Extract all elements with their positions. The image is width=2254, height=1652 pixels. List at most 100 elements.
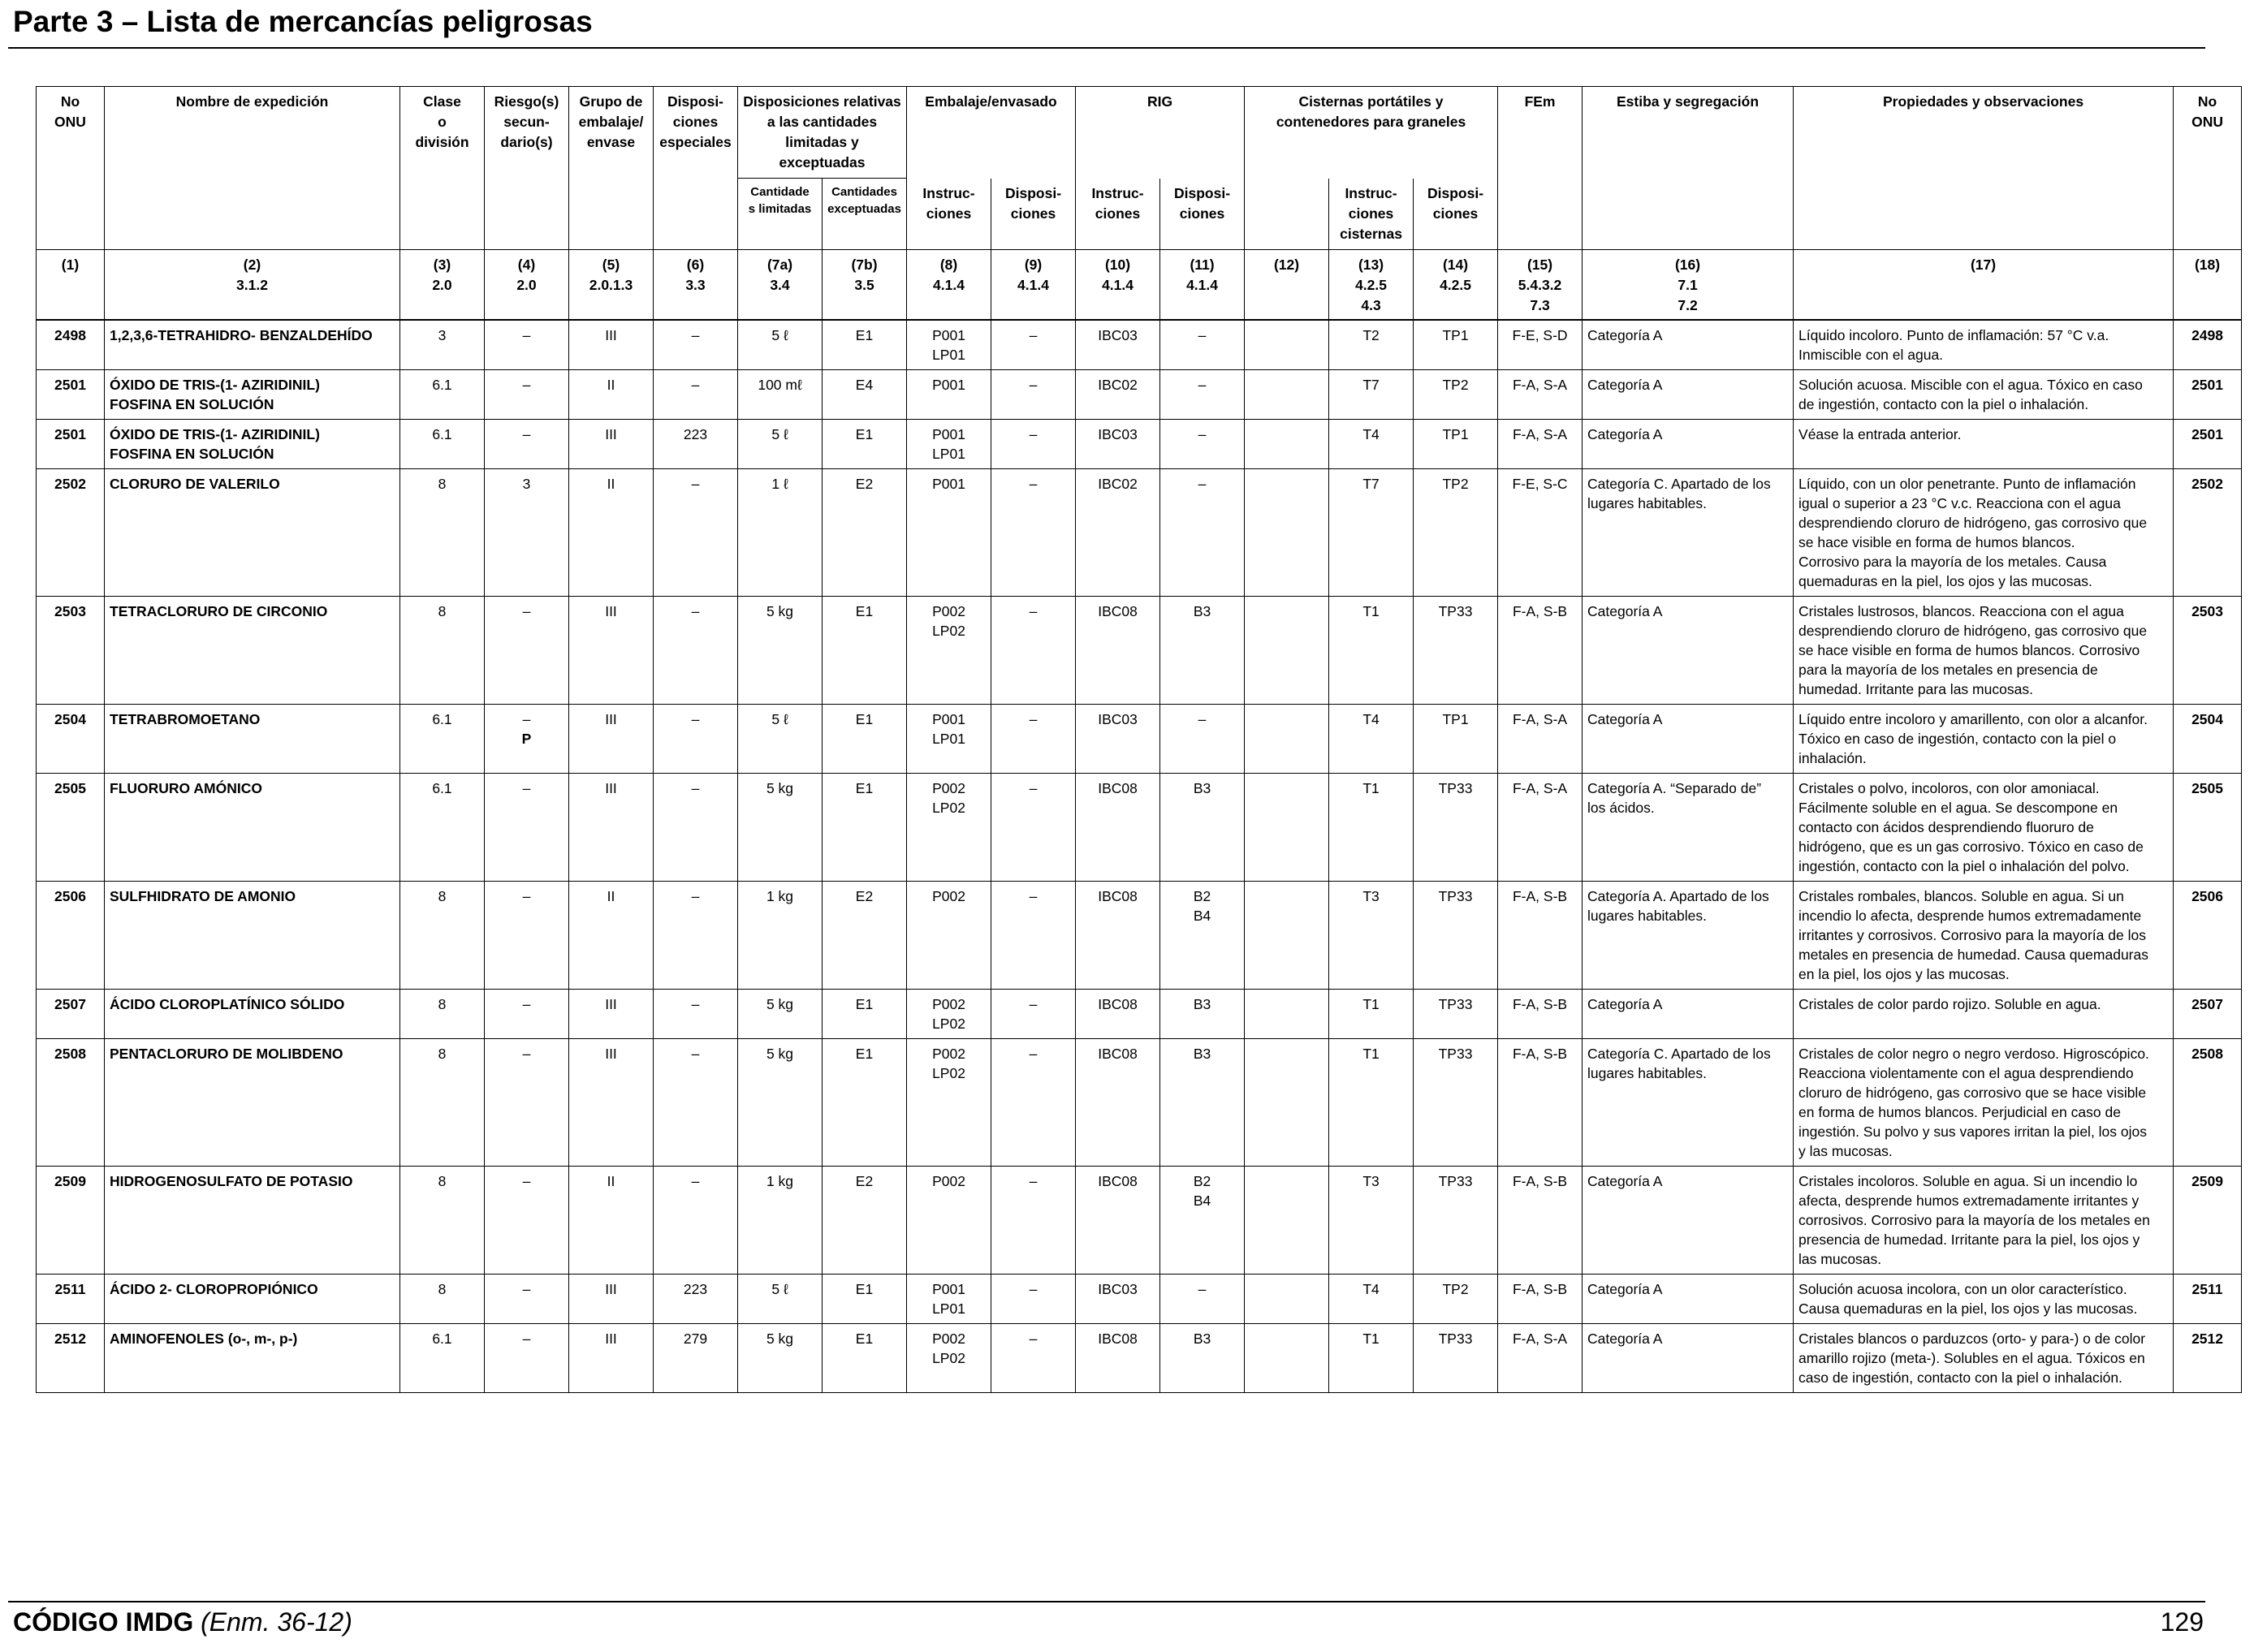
text-line: B3 [1193, 1330, 1211, 1347]
text-line: FOSFINA EN SOLUCIÓN [110, 395, 274, 412]
text-line: – [522, 887, 531, 904]
cell-packing-group: III [568, 418, 654, 469]
cell-bulk-cell [1244, 1273, 1330, 1324]
cell-subsidiary-risk: – [484, 1165, 569, 1275]
cell-ibc-provision: B3 [1159, 595, 1246, 705]
cell-tank-provision: TP33 [1413, 1165, 1499, 1275]
text-line: P001 [932, 425, 965, 442]
cell-class: 8 [399, 1165, 485, 1275]
cell-tank-instruction: T1 [1328, 595, 1414, 705]
cell-properties: Cristales incoloros. Soluble en agua. Si… [1793, 1165, 2174, 1275]
cell-subsidiary-risk: – [484, 1037, 569, 1167]
cell-subsidiary-risk: – [484, 1322, 569, 1393]
cell-un-number-right: 2498 [2173, 319, 2243, 370]
cell-packing-instruction: P001 LP01 [906, 1273, 992, 1324]
text-line: Disposi- [1427, 184, 1484, 201]
cell-stowage: Categoría A. Apartado de los lugares habi… [1582, 880, 1794, 990]
text-line: – [522, 425, 531, 442]
cell-packing-instruction: P002 [906, 880, 992, 990]
text-line: LP01 [932, 445, 965, 462]
text-line: ONU [54, 114, 86, 130]
text-line: LP02 [932, 1349, 965, 1366]
text-line: división [415, 134, 469, 150]
text-line: de ingestión, contacto con la piel o inh… [1798, 395, 2089, 412]
text-line: en forma de humos blancos. Perjudicial e… [1798, 1103, 2121, 1120]
cell-ibc-instruction: IBC08 [1075, 1165, 1161, 1275]
text-line: 4.1.4 [1017, 276, 1049, 293]
text-line: envase [586, 134, 636, 150]
text-line: a las cantidades [766, 114, 878, 130]
text-line: ciones [1348, 205, 1394, 222]
table-row: 2498 1,2,3,6-TETRAHIDRO- BENZALDEHÍDO 3– II… [36, 319, 2243, 370]
text-line: – [522, 602, 531, 619]
header-ibc-provisions: Disposi-ciones [1159, 178, 1246, 250]
cell-un-number-right: 2503 [2173, 595, 2243, 705]
text-line: Categoría C. Apartado de los [1587, 1045, 1771, 1062]
text-line: – [522, 710, 531, 727]
text-line: Categoría A [1587, 602, 1663, 619]
cell-bulk-cell [1244, 1165, 1330, 1275]
text-line: Categoría A [1587, 1280, 1663, 1297]
cell-limited-quantity: 5 kg [737, 988, 823, 1039]
cell-stowage: Categoría A [1582, 988, 1794, 1039]
header-tanks: Cisternas portátiles y contenedores para … [1244, 86, 1499, 179]
text-line: Inmiscible con el agua. [1798, 346, 1944, 363]
cell-subsidiary-risk: – [484, 369, 569, 420]
cell-stowage: Categoría A [1582, 418, 1794, 469]
text-line: – [522, 1330, 531, 1347]
cell-properties: Cristales o polvo, incoloros, con olor a… [1793, 772, 2174, 882]
cell-excepted-quantity: E2 [821, 1165, 908, 1275]
cell-excepted-quantity: E1 [821, 1037, 908, 1167]
header-tank-provisions: Disposi-ciones [1413, 178, 1499, 250]
cell-packing-group: II [568, 880, 654, 990]
cell-tank-instruction: T2 [1328, 319, 1414, 370]
cell-ibc-provision: B3 [1159, 1037, 1246, 1167]
text-line: (5) [602, 256, 620, 273]
cell-subsidiary-risk: – [484, 880, 569, 990]
text-line: – [1198, 376, 1207, 393]
cell-limited-quantity: 1 ℓ [737, 468, 823, 597]
cell-bulk-cell [1244, 880, 1330, 990]
text-line: (11) [1190, 256, 1215, 273]
text-line: B3 [1193, 1045, 1211, 1062]
cell-class: 8 [399, 1273, 485, 1324]
text-line: ciones [672, 114, 719, 130]
text-line: Instruc- [922, 184, 975, 201]
cell-special-provisions: 223 [653, 418, 738, 469]
cell-excepted-quantity: E1 [821, 1322, 908, 1393]
text-line: hidrógeno, que es un gas corrosivo. Tóxi… [1798, 838, 2144, 855]
header-properties: Propiedades y observaciones [1793, 86, 2174, 250]
table-row: 2504 TETRABROMOETANO 6.1– P III –5 ℓ E1 P001 LP0… [36, 703, 2243, 774]
dangerous-goods-table: No ONU Nombre de expedición Clase o divisió… [36, 86, 2243, 1393]
text-line: P001 [932, 475, 965, 492]
text-line: Categoría A [1587, 376, 1663, 393]
cell-ibc-provision: – [1159, 369, 1246, 420]
text-line: desprendiendo cloruro de hidrógeno, gas … [1798, 514, 2148, 531]
table-row: 2509 HIDROGENOSULFATO DE POTASIO 8– II –1 kg… [36, 1165, 2243, 1275]
cell-shipping-name: SULFHIDRATO DE AMONIO [104, 880, 400, 990]
cell-packing-instruction: P002 LP02 [906, 595, 992, 705]
cell-excepted-quantity: E1 [821, 988, 908, 1039]
header-packing-instructions: Instruc-ciones [906, 178, 992, 250]
cell-shipping-name: TETRACLORURO DE CIRCONIO [104, 595, 400, 705]
text-line: afecta, desprende humos extremadamente i… [1798, 1192, 2140, 1209]
cell-un-number: 2511 [36, 1273, 105, 1324]
cell-packing-instruction: P001 LP01 [906, 418, 992, 469]
text-line: se hace visible en forma de humos blanco… [1798, 533, 2075, 550]
cell-bulk-cell [1244, 468, 1330, 597]
cell-class: 8 [399, 468, 485, 597]
text-line: y las mucosas. [1798, 1142, 1893, 1159]
text-line: Categoría C. Apartado de los [1587, 475, 1771, 492]
cell-packing-instruction: P002 LP02 [906, 772, 992, 882]
cell-limited-quantity: 5 ℓ [737, 319, 823, 370]
text-line: LP02 [932, 1015, 965, 1032]
text-line: 2.0.1.3 [589, 276, 633, 293]
cell-special-provisions: – [653, 1037, 738, 1167]
text-line: AMINOFENOLES (o-, m-, p-) [110, 1330, 298, 1347]
text-line: s limitadas [748, 202, 812, 216]
cell-class: 8 [399, 1037, 485, 1167]
column-reference-row: (1) (2) 3.1.2 (3) 2.0 (4) 2.0 (5) 2.0.1.3 (6) 3.3(… [36, 248, 2243, 321]
header-packing: Embalaje/envasado [906, 86, 1077, 179]
cell-un-number: 2501 [36, 418, 105, 469]
text-line: Líquido entre incoloro y amarillento, co… [1798, 710, 2148, 727]
